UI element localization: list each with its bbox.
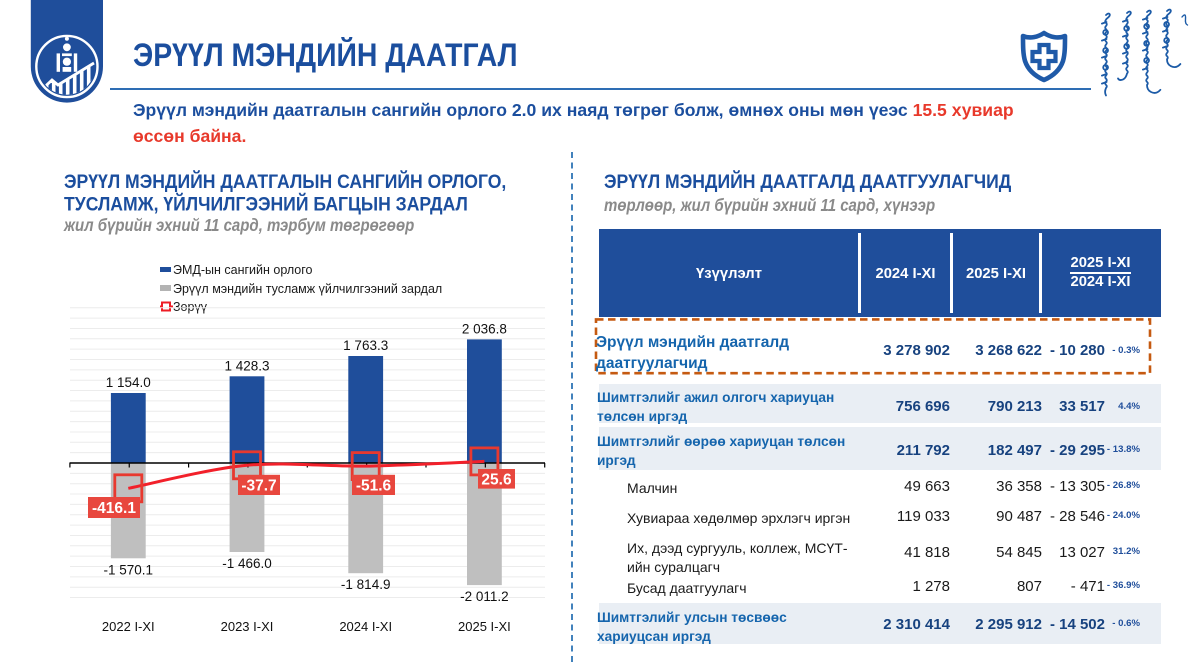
svg-text:2023 I-XI: 2023 I-XI — [221, 619, 274, 634]
svg-text:2024 I-XI: 2024 I-XI — [339, 619, 392, 634]
svg-text:2025 I-XI: 2025 I-XI — [458, 619, 511, 634]
svg-text:-51.6: -51.6 — [356, 477, 392, 494]
svg-text:-416.1: -416.1 — [92, 500, 136, 517]
svg-text:1 428.3: 1 428.3 — [224, 358, 269, 373]
svg-text:-1 466.0: -1 466.0 — [222, 556, 272, 571]
svg-text:-2 011.2: -2 011.2 — [460, 589, 509, 604]
svg-text:1 154.0: 1 154.0 — [106, 375, 151, 390]
svg-text:1 763.3: 1 763.3 — [343, 338, 388, 353]
svg-text:25.6: 25.6 — [481, 471, 512, 488]
svg-text:-1 814.9: -1 814.9 — [341, 577, 391, 592]
svg-text:2 036.8: 2 036.8 — [462, 321, 507, 336]
svg-text:-37.7: -37.7 — [241, 477, 276, 494]
svg-text:-1 570.1: -1 570.1 — [104, 562, 154, 577]
svg-text:2022 I-XI: 2022 I-XI — [102, 619, 155, 634]
